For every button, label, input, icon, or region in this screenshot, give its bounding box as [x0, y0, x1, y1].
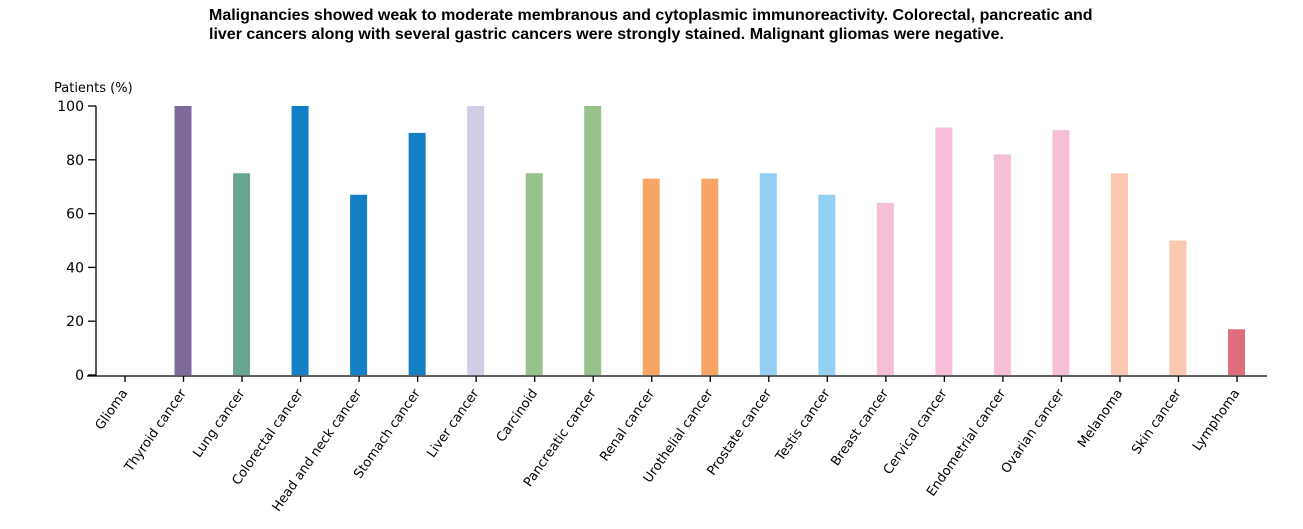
bar-prostate-cancer [759, 173, 777, 375]
x-tick-label: Testis cancer [773, 386, 834, 465]
bar-cervical-cancer [935, 127, 953, 376]
bar-ovarian-cancer [1052, 130, 1070, 375]
x-tick-label: Breast cancer [828, 386, 892, 469]
y-tick-label: 40 [66, 260, 84, 276]
bar-testis-cancer [818, 194, 836, 375]
x-tick-label: Thyroid cancer [121, 386, 190, 475]
x-tick-label: Prostate cancer [705, 386, 776, 478]
bar-urothelial-cancer [701, 178, 719, 375]
x-tick-label: Stomach cancer [351, 386, 424, 481]
chart-title: Malignancies showed weak to moderate mem… [209, 7, 1093, 43]
x-tick-label: Skin cancer [1129, 386, 1185, 457]
x-tick-label: Carcinoid [494, 387, 541, 446]
x-tick-label: Ovarian cancer [999, 386, 1068, 476]
y-tick-label: 20 [66, 314, 84, 330]
bar-colorectal-cancer [291, 106, 309, 375]
bar-head-and-neck-cancer [350, 194, 368, 375]
x-tick-label: Lymphoma [1190, 387, 1243, 454]
bar-breast-cancer [876, 202, 894, 375]
x-tick-label: Cervical cancer [881, 386, 951, 477]
y-axis-label: Patients (%) [54, 81, 133, 96]
bar-thyroid-cancer [174, 106, 192, 375]
x-tick-label: Renal cancer [597, 386, 658, 464]
x-tick-label: Melanoma [1075, 387, 1126, 451]
bar-renal-cancer [642, 178, 660, 375]
y-tick-label: 80 [66, 153, 84, 169]
bar-stomach-cancer [408, 132, 426, 375]
bar-skin-cancer [1169, 240, 1187, 375]
y-tick-label: 0 [75, 368, 84, 384]
x-tick-label: Lung cancer [190, 386, 248, 460]
y-tick-label: 100 [57, 99, 84, 115]
x-tick-label: Glioma [93, 387, 132, 433]
bar-carcinoid [525, 173, 543, 375]
bar-endometrial-cancer [993, 154, 1011, 375]
bar-melanoma [1110, 173, 1128, 375]
x-tick-label: Liver cancer [424, 386, 482, 461]
bar-lymphoma [1228, 329, 1245, 375]
y-tick-label: 60 [66, 207, 84, 223]
bar-pancreatic-cancer [584, 106, 602, 375]
bar-lung-cancer [233, 173, 251, 375]
bar-liver-cancer [467, 106, 485, 375]
